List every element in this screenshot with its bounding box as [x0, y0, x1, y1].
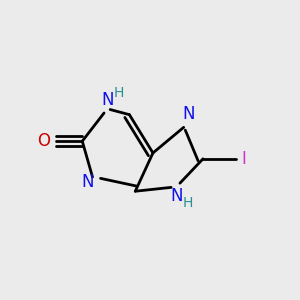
Text: N: N — [82, 173, 94, 191]
Text: H: H — [114, 86, 124, 100]
Text: N: N — [182, 106, 194, 124]
Text: N: N — [170, 187, 183, 205]
Text: O: O — [37, 132, 50, 150]
Text: N: N — [101, 91, 114, 109]
Text: H: H — [183, 196, 194, 210]
Text: I: I — [241, 150, 246, 168]
